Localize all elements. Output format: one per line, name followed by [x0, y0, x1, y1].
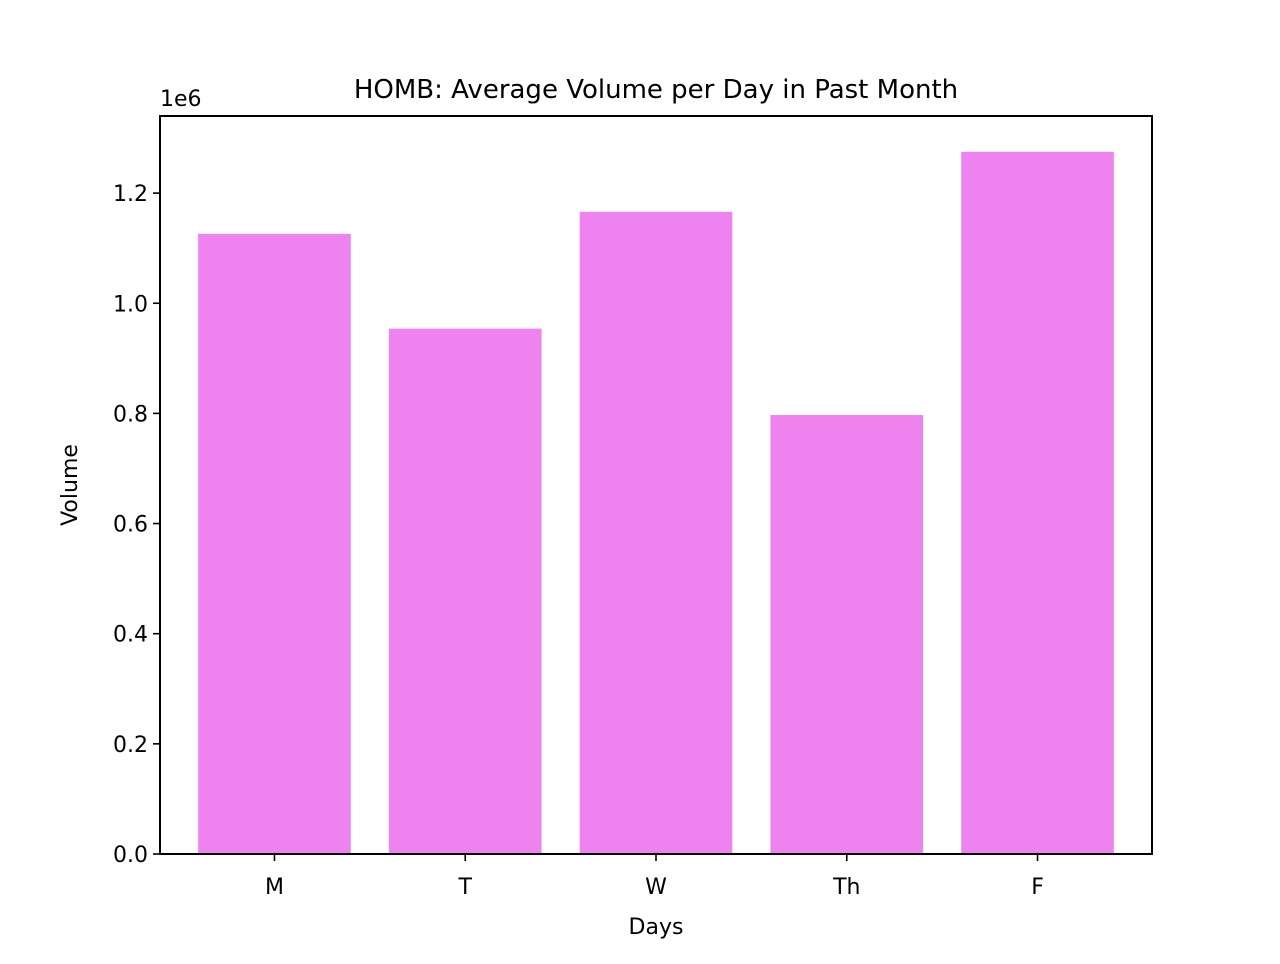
y-axis: 0.0 0.2 0.4 0.6 0.8 1.0 1.2 [113, 182, 160, 868]
y-tick-label: 0.2 [113, 733, 148, 758]
y-tick-label: 1.2 [113, 182, 148, 207]
y-tick-label: 0.8 [113, 402, 148, 427]
y-tick-label: 0.4 [113, 623, 148, 648]
bar-Th [770, 415, 924, 854]
bar-M [198, 233, 351, 855]
x-axis: M T W Th F [265, 854, 1044, 900]
bars-group [198, 151, 1114, 855]
x-tick-label: F [1031, 875, 1044, 900]
y-tick-label: 0.6 [113, 513, 148, 538]
x-tick-label: T [458, 875, 473, 900]
x-axis-label: Days [629, 915, 684, 940]
y-axis-label: Volume [58, 444, 83, 526]
bar-W [579, 211, 733, 855]
x-tick-label: M [265, 875, 284, 900]
y-tick-label: 0.0 [113, 843, 148, 868]
y-tick-label: 1.0 [113, 292, 148, 317]
y-axis-offset-label: 1e6 [160, 87, 202, 112]
x-tick-label: W [645, 875, 667, 900]
x-tick-label: Th [832, 875, 860, 900]
bar-T [388, 328, 542, 854]
bar-F [961, 151, 1114, 854]
chart-title: HOMB: Average Volume per Day in Past Mon… [354, 75, 958, 105]
